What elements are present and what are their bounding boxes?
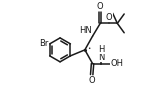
Text: O: O <box>106 13 112 22</box>
Text: HN: HN <box>79 26 92 35</box>
Text: •: • <box>87 46 90 51</box>
Text: O: O <box>97 2 103 11</box>
Text: O: O <box>88 76 95 85</box>
Text: H: H <box>98 45 104 54</box>
Text: N: N <box>98 53 104 62</box>
Text: Br: Br <box>39 39 49 48</box>
Text: OH: OH <box>110 59 123 68</box>
